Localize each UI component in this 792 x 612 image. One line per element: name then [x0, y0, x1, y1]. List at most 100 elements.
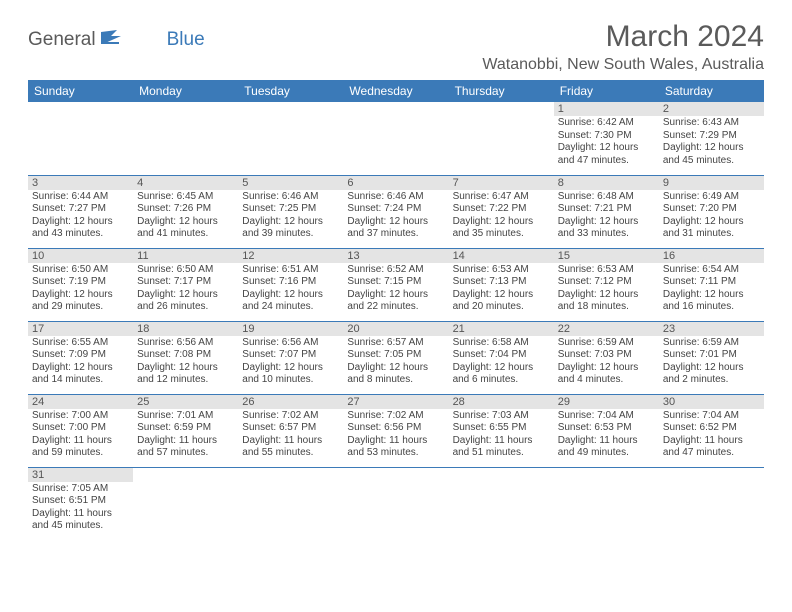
daylight-text: and 33 minutes.	[558, 228, 655, 241]
calendar-empty-cell	[238, 467, 343, 540]
day-number: 22	[554, 322, 659, 336]
weekday-header: Tuesday	[238, 80, 343, 102]
calendar-day-cell: 10Sunrise: 6:50 AMSunset: 7:19 PMDayligh…	[28, 248, 133, 321]
daylight-text: and 22 minutes.	[347, 301, 444, 314]
sunset-text: Sunset: 7:27 PM	[32, 203, 129, 216]
sunset-text: Sunset: 7:25 PM	[242, 203, 339, 216]
sunrise-text: Sunrise: 7:02 AM	[242, 410, 339, 423]
daylight-text: Daylight: 11 hours	[453, 435, 550, 448]
day-number: 4	[133, 176, 238, 190]
daylight-text: and 47 minutes.	[558, 155, 655, 168]
daylight-text: and 12 minutes.	[137, 374, 234, 387]
daylight-text: Daylight: 12 hours	[347, 289, 444, 302]
day-number: 17	[28, 322, 133, 336]
daylight-text: Daylight: 12 hours	[137, 289, 234, 302]
sunrise-text: Sunrise: 6:45 AM	[137, 191, 234, 204]
calendar-week-row: 17Sunrise: 6:55 AMSunset: 7:09 PMDayligh…	[28, 321, 764, 394]
sunset-text: Sunset: 7:05 PM	[347, 349, 444, 362]
calendar-day-cell: 4Sunrise: 6:45 AMSunset: 7:26 PMDaylight…	[133, 175, 238, 248]
sunset-text: Sunset: 6:56 PM	[347, 422, 444, 435]
calendar-day-cell: 8Sunrise: 6:48 AMSunset: 7:21 PMDaylight…	[554, 175, 659, 248]
sunrise-text: Sunrise: 6:57 AM	[347, 337, 444, 350]
sunrise-text: Sunrise: 7:03 AM	[453, 410, 550, 423]
calendar-day-cell: 11Sunrise: 6:50 AMSunset: 7:17 PMDayligh…	[133, 248, 238, 321]
sunrise-text: Sunrise: 6:54 AM	[663, 264, 760, 277]
day-number: 1	[554, 102, 659, 116]
daylight-text: Daylight: 12 hours	[32, 289, 129, 302]
calendar-day-cell: 5Sunrise: 6:46 AMSunset: 7:25 PMDaylight…	[238, 175, 343, 248]
sunset-text: Sunset: 7:15 PM	[347, 276, 444, 289]
day-number: 26	[238, 395, 343, 409]
daylight-text: Daylight: 12 hours	[453, 216, 550, 229]
sunrise-text: Sunrise: 6:46 AM	[347, 191, 444, 204]
daylight-text: and 41 minutes.	[137, 228, 234, 241]
daylight-text: Daylight: 12 hours	[558, 216, 655, 229]
sunrise-text: Sunrise: 6:46 AM	[242, 191, 339, 204]
sunrise-text: Sunrise: 6:50 AM	[32, 264, 129, 277]
sunset-text: Sunset: 7:24 PM	[347, 203, 444, 216]
calendar-empty-cell	[659, 467, 764, 540]
day-number: 19	[238, 322, 343, 336]
calendar-empty-cell	[343, 467, 448, 540]
calendar-day-cell: 17Sunrise: 6:55 AMSunset: 7:09 PMDayligh…	[28, 321, 133, 394]
daylight-text: Daylight: 11 hours	[558, 435, 655, 448]
sunset-text: Sunset: 6:53 PM	[558, 422, 655, 435]
day-number: 9	[659, 176, 764, 190]
calendar-day-cell: 15Sunrise: 6:53 AMSunset: 7:12 PMDayligh…	[554, 248, 659, 321]
sunset-text: Sunset: 7:04 PM	[453, 349, 550, 362]
sunset-text: Sunset: 7:08 PM	[137, 349, 234, 362]
location-text: Watanobbi, New South Wales, Australia	[482, 56, 764, 74]
sunset-text: Sunset: 7:30 PM	[558, 130, 655, 143]
calendar-day-cell: 6Sunrise: 6:46 AMSunset: 7:24 PMDaylight…	[343, 175, 448, 248]
calendar-empty-cell	[28, 102, 133, 175]
calendar-day-cell: 2Sunrise: 6:43 AMSunset: 7:29 PMDaylight…	[659, 102, 764, 175]
daylight-text: Daylight: 12 hours	[32, 362, 129, 375]
day-number: 28	[449, 395, 554, 409]
day-number: 29	[554, 395, 659, 409]
day-number: 14	[449, 249, 554, 263]
sunrise-text: Sunrise: 6:50 AM	[137, 264, 234, 277]
sunrise-text: Sunrise: 6:55 AM	[32, 337, 129, 350]
month-title: March 2024	[482, 20, 764, 54]
day-number: 6	[343, 176, 448, 190]
logo-text-general: General	[28, 29, 96, 51]
daylight-text: and 51 minutes.	[453, 447, 550, 460]
sunrise-text: Sunrise: 7:04 AM	[663, 410, 760, 423]
day-number: 5	[238, 176, 343, 190]
page-header: General Blue March 2024 Watanobbi, New S…	[28, 20, 764, 74]
calendar-day-cell: 30Sunrise: 7:04 AMSunset: 6:52 PMDayligh…	[659, 394, 764, 467]
daylight-text: Daylight: 12 hours	[347, 362, 444, 375]
calendar-day-cell: 9Sunrise: 6:49 AMSunset: 7:20 PMDaylight…	[659, 175, 764, 248]
daylight-text: and 49 minutes.	[558, 447, 655, 460]
sunset-text: Sunset: 7:00 PM	[32, 422, 129, 435]
sunrise-text: Sunrise: 6:56 AM	[242, 337, 339, 350]
sunset-text: Sunset: 7:07 PM	[242, 349, 339, 362]
sunrise-text: Sunrise: 6:44 AM	[32, 191, 129, 204]
sunset-text: Sunset: 7:22 PM	[453, 203, 550, 216]
day-number: 10	[28, 249, 133, 263]
daylight-text: and 4 minutes.	[558, 374, 655, 387]
sunset-text: Sunset: 6:52 PM	[663, 422, 760, 435]
daylight-text: and 43 minutes.	[32, 228, 129, 241]
day-number: 15	[554, 249, 659, 263]
daylight-text: and 29 minutes.	[32, 301, 129, 314]
calendar-empty-cell	[449, 467, 554, 540]
daylight-text: Daylight: 11 hours	[347, 435, 444, 448]
daylight-text: and 59 minutes.	[32, 447, 129, 460]
sunrise-text: Sunrise: 6:49 AM	[663, 191, 760, 204]
calendar-day-cell: 1Sunrise: 6:42 AMSunset: 7:30 PMDaylight…	[554, 102, 659, 175]
day-number: 3	[28, 176, 133, 190]
sunrise-text: Sunrise: 6:52 AM	[347, 264, 444, 277]
calendar-week-row: 1Sunrise: 6:42 AMSunset: 7:30 PMDaylight…	[28, 102, 764, 175]
sunset-text: Sunset: 7:16 PM	[242, 276, 339, 289]
day-number: 21	[449, 322, 554, 336]
daylight-text: Daylight: 11 hours	[32, 435, 129, 448]
sunrise-text: Sunrise: 6:53 AM	[453, 264, 550, 277]
day-number: 30	[659, 395, 764, 409]
daylight-text: Daylight: 12 hours	[347, 216, 444, 229]
sunset-text: Sunset: 6:59 PM	[137, 422, 234, 435]
daylight-text: and 47 minutes.	[663, 447, 760, 460]
calendar-week-row: 10Sunrise: 6:50 AMSunset: 7:19 PMDayligh…	[28, 248, 764, 321]
daylight-text: and 45 minutes.	[32, 520, 129, 533]
daylight-text: and 39 minutes.	[242, 228, 339, 241]
